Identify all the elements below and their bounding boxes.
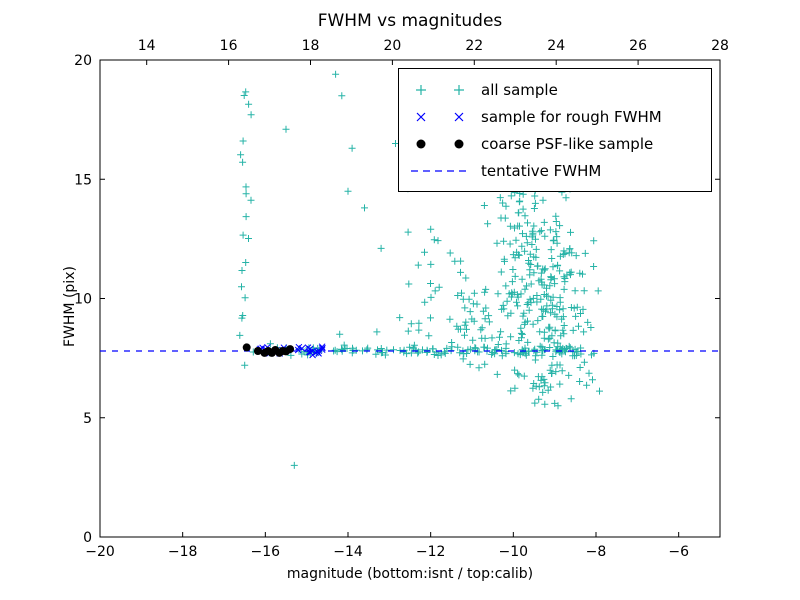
x-top-tick-label: 26: [629, 38, 647, 54]
x-bottom-tick-label: −8: [586, 544, 607, 560]
legend: all sample sample for rough FWHM coarse PS…: [398, 68, 712, 192]
legend-label: sample for rough FWHM: [481, 107, 662, 126]
legend-item: tentative FWHM: [409, 157, 701, 184]
x-top-tick-label: 20: [383, 38, 401, 54]
x-top-tick-label: 22: [465, 38, 483, 54]
x-top-tick-label: 18: [302, 38, 320, 54]
legend-label: coarse PSF-like sample: [481, 134, 654, 153]
x-marker-icon: [416, 112, 464, 121]
x-bottom-tick-label: −6: [668, 544, 689, 560]
x-bottom-tick-label: −20: [85, 544, 115, 560]
x-top-tick-label: 24: [547, 38, 565, 54]
x-axis-label: magnitude (bottom:isnt / top:calib): [286, 566, 534, 582]
legend-item: sample for rough FWHM: [409, 103, 701, 130]
x-bottom-tick-label: −14: [333, 544, 363, 560]
y-tick-label: 0: [83, 530, 92, 546]
x-bottom-tick-label: −18: [168, 544, 198, 560]
plus-marker-icon: [416, 84, 464, 95]
legend-label: all sample: [481, 80, 558, 99]
x-bottom-tick-label: −10: [499, 544, 529, 560]
x-bottom-tick-label: −16: [251, 544, 281, 560]
circle-marker-icon: [416, 139, 464, 148]
x-top-tick-label: 14: [138, 38, 156, 54]
y-tick-label: 20: [74, 53, 92, 69]
y-tick-label: 5: [83, 411, 92, 427]
legend-item: all sample: [409, 76, 701, 103]
y-axis-label: FWHM (pix): [62, 266, 78, 347]
dashed-line-icon: [411, 169, 469, 172]
legend-label: tentative FWHM: [481, 161, 602, 180]
scatter-coarse-psf-like-sample: [242, 343, 295, 357]
y-tick-label: 10: [74, 292, 92, 308]
x-bottom-tick-label: −12: [416, 544, 446, 560]
chart-title: FWHM vs magnitudes: [317, 11, 503, 31]
x-top-tick-label: 28: [711, 38, 729, 54]
y-tick-label: 15: [74, 172, 92, 188]
legend-item: coarse PSF-like sample: [409, 130, 701, 157]
x-top-tick-label: 16: [220, 38, 238, 54]
